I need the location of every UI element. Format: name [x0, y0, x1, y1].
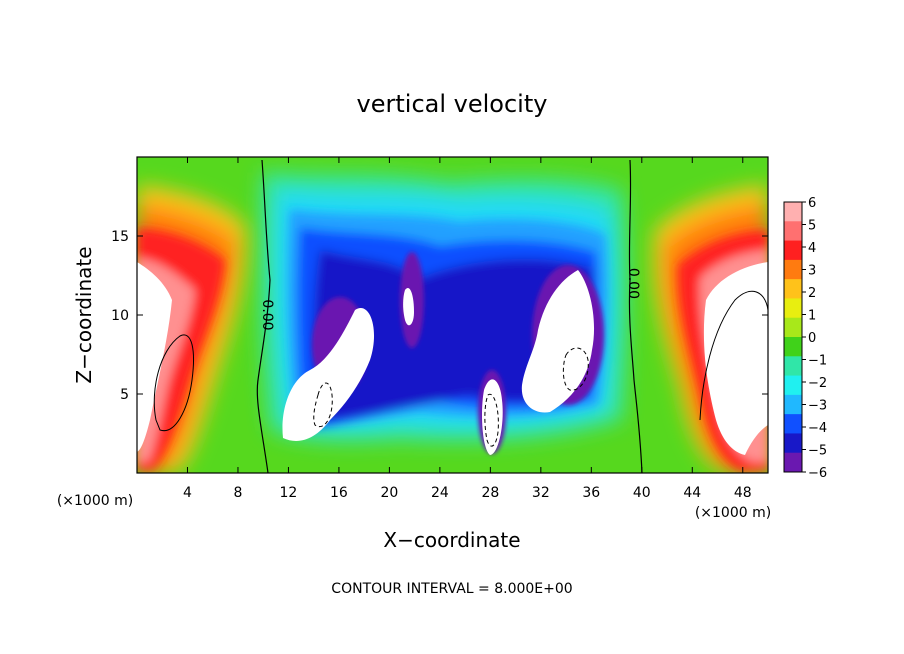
x-tick-label: 32: [532, 485, 550, 501]
colorbar-label: −3: [808, 399, 827, 414]
colorbar-label: 1: [808, 309, 816, 324]
x-tick-label: 8: [233, 485, 242, 501]
contour-interval-text: CONTOUR INTERVAL = 8.000E+00: [331, 581, 572, 597]
x-tick-label: 36: [582, 485, 600, 501]
colorbar-label: 6: [808, 196, 816, 211]
x-tick-label: 20: [380, 485, 398, 501]
x-tick-label: 44: [683, 485, 701, 501]
colorbar-label: −6: [808, 466, 827, 481]
colorbar-swatch: [784, 279, 802, 299]
colorbar-label: −2: [808, 376, 827, 391]
contour-label: 0.00: [625, 268, 641, 299]
contour-label: 0.00: [259, 299, 275, 330]
colorbar-swatch: [784, 356, 802, 377]
colorbar-swatch: [784, 317, 802, 338]
y-axis-label: Z−coordinate: [72, 246, 96, 383]
x-tick-label: 28: [481, 485, 499, 501]
x-tick-label: 48: [734, 485, 752, 501]
x-axis-label: X−coordinate: [383, 528, 520, 552]
colorbar-swatch: [784, 240, 802, 261]
colorbar-swatch: [784, 259, 802, 280]
colorbar-label: 5: [808, 219, 816, 234]
colorbar-label: 4: [808, 241, 816, 256]
x-tick-label: 16: [330, 485, 348, 501]
x-tick-label: 12: [280, 485, 298, 501]
x-tick-label: 24: [431, 485, 449, 501]
x-unit-label-right: (×1000 m): [695, 505, 771, 521]
colorbar-label: −1: [808, 354, 827, 369]
colorbar-swatch: [784, 221, 802, 242]
x-tick-label: 40: [633, 485, 651, 501]
colorbar: 6 5 4 3 2 1 0 −1 −2 −3 −4 −5 −6: [783, 196, 827, 481]
heatmap-field: [137, 157, 768, 473]
y-tick-label: 10: [111, 308, 129, 324]
colorbar-swatch: [784, 433, 802, 454]
y-tick-label: 5: [120, 387, 129, 403]
colorbar-swatch: [784, 414, 802, 434]
colorbar-label: 2: [808, 286, 816, 301]
colorbar-label: 0: [808, 331, 816, 346]
colorbar-swatch: [784, 375, 802, 396]
colorbar-label: −4: [808, 421, 827, 436]
colorbar-swatch: [784, 298, 802, 319]
colorbar-swatch: [784, 337, 802, 357]
colorbar-swatch: [784, 452, 802, 473]
y-tick-label: 15: [111, 229, 129, 245]
contour-labels: 0.00 0.00: [259, 268, 641, 331]
colorbar-swatch: [784, 202, 802, 222]
chart-title: vertical velocity: [357, 90, 548, 118]
colorbar-label: 3: [808, 264, 816, 279]
colorbar-swatch: [784, 394, 802, 415]
x-unit-label-left: (×1000 m): [57, 493, 133, 509]
colorbar-label: −5: [808, 444, 827, 459]
x-tick-label: 4: [183, 485, 192, 501]
